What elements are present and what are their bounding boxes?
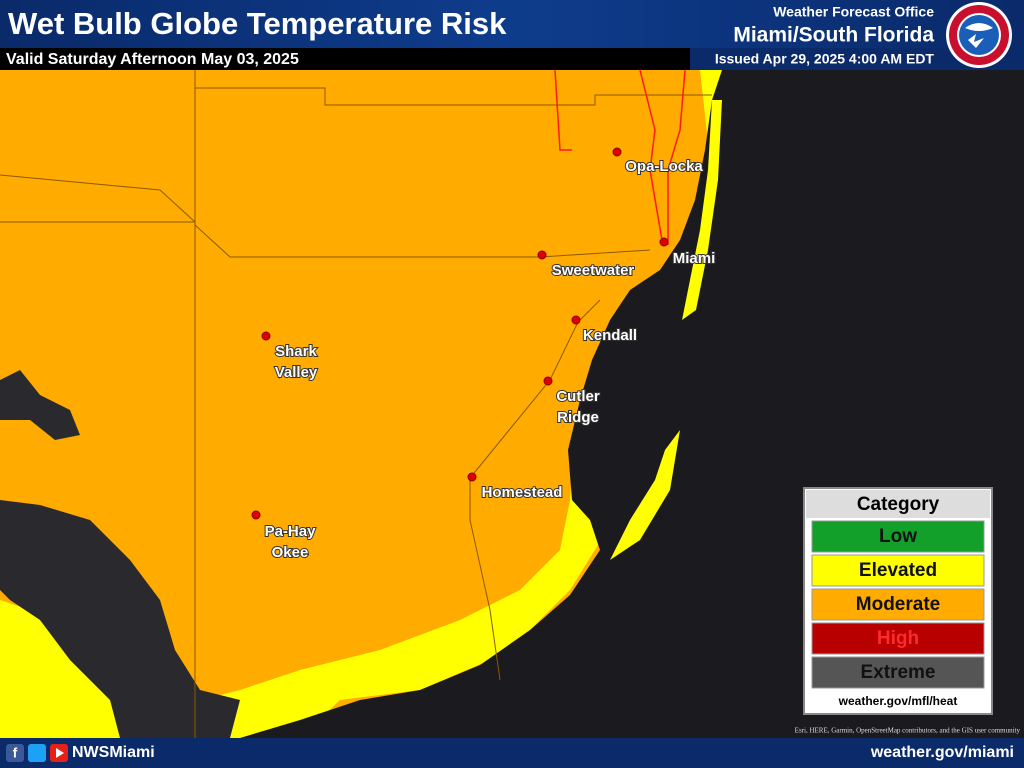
city-label: Okee bbox=[272, 544, 309, 561]
legend-swatch bbox=[811, 588, 985, 621]
barrier-island bbox=[682, 100, 722, 320]
nws-logo bbox=[946, 2, 1012, 68]
city-label: Opa-Locka bbox=[625, 158, 703, 175]
legend-swatch bbox=[811, 554, 985, 587]
legend-label: Elevated bbox=[859, 560, 937, 581]
issued-bar bbox=[690, 48, 1024, 70]
subtitle: Valid Saturday Afternoon May 03, 2025 bbox=[6, 51, 299, 68]
highways bbox=[554, 69, 686, 245]
city-label: Shark bbox=[275, 343, 317, 360]
city-dot bbox=[543, 376, 553, 386]
city-label: Homestead bbox=[482, 484, 563, 501]
city-label: Miami bbox=[673, 250, 716, 267]
city-label: Cutler bbox=[556, 388, 600, 405]
bay bbox=[0, 500, 240, 738]
subtitle-bar bbox=[0, 48, 690, 70]
city-dot bbox=[612, 147, 622, 157]
legend-title: Category bbox=[857, 494, 940, 515]
header-bar bbox=[0, 0, 1024, 48]
city-dot bbox=[251, 510, 261, 520]
city-dot bbox=[659, 237, 669, 247]
legend-swatch bbox=[811, 622, 985, 655]
county-lines bbox=[0, 70, 712, 738]
social-handle: NWSMiami bbox=[72, 744, 155, 761]
legend-label: Extreme bbox=[861, 662, 936, 683]
social-icons: f bbox=[6, 744, 68, 762]
city-label: Ridge bbox=[557, 409, 599, 426]
legend-swatch bbox=[811, 656, 985, 689]
city-label: Pa-Hay bbox=[265, 523, 317, 540]
svg-text:f: f bbox=[13, 745, 18, 761]
legend-swatch bbox=[811, 520, 985, 553]
legend-url: weather.gov/mfl/heat bbox=[838, 694, 958, 708]
city-dot bbox=[571, 315, 581, 325]
legend: Category weather.gov/mfl/heat Low Elevate… bbox=[803, 487, 993, 715]
city-label: Valley bbox=[275, 364, 318, 381]
city-dot bbox=[261, 331, 271, 341]
office-label: Weather Forecast Office bbox=[773, 4, 934, 20]
footer-bar bbox=[0, 738, 1024, 768]
legend-label: High bbox=[877, 628, 919, 649]
office-name: Miami/South Florida bbox=[733, 24, 934, 47]
title: Wet Bulb Globe Temperature Risk bbox=[8, 6, 507, 41]
issued: Issued Apr 29, 2025 4:00 AM EDT bbox=[715, 51, 935, 67]
legend-label: Moderate bbox=[856, 594, 940, 615]
city-dot bbox=[467, 472, 477, 482]
legend-label: Low bbox=[879, 526, 917, 547]
bay bbox=[0, 370, 80, 440]
website: weather.gov/miami bbox=[870, 744, 1014, 761]
city-label: Sweetwater bbox=[552, 262, 635, 279]
attribution: Esri, HERE, Garmin, OpenStreetMap contri… bbox=[795, 727, 1021, 735]
elevated-area bbox=[0, 70, 725, 738]
city-label: Kendall bbox=[583, 327, 637, 344]
city-dot bbox=[537, 250, 547, 260]
barrier-island bbox=[610, 430, 680, 560]
